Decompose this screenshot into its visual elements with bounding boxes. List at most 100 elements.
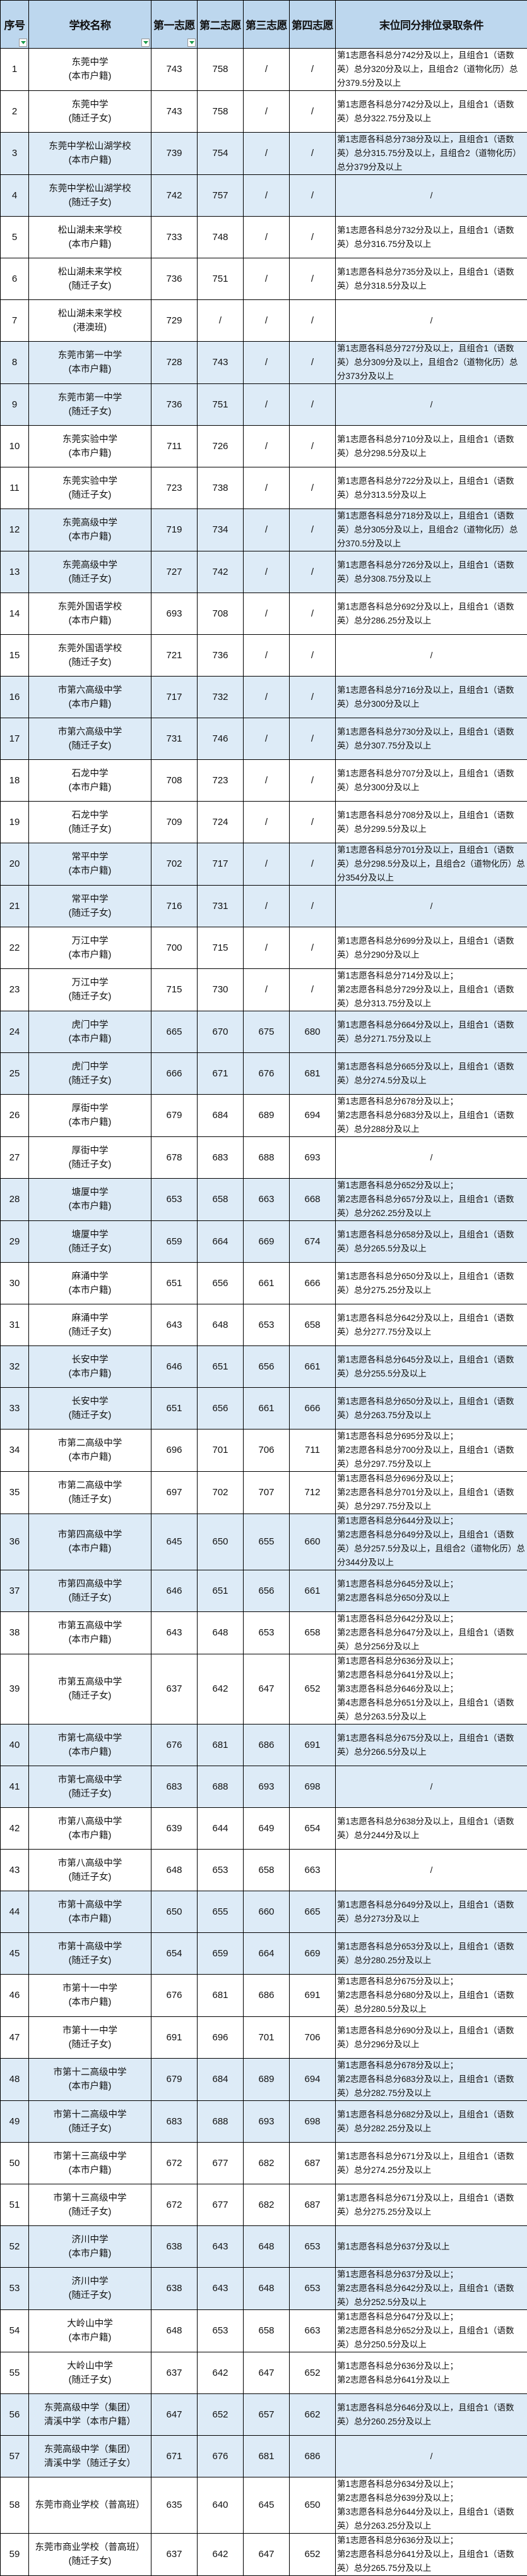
cell-no: 5 — [1, 217, 29, 258]
cell-first-choice: 736 — [151, 258, 198, 300]
cell-third-choice: / — [244, 760, 290, 802]
cell-first-choice: 646 — [151, 1570, 198, 1612]
cell-first-choice: 683 — [151, 1766, 198, 1808]
cell-no: 10 — [1, 426, 29, 467]
cell-tiebreak-condition: 第1志愿各科总分645分及以上，且组合1（语数英）总分255.5分及以上 — [336, 1346, 527, 1388]
cell-first-choice: 638 — [151, 2226, 198, 2268]
filter-dropdown-icon[interactable] — [187, 39, 196, 47]
cell-no: 16 — [1, 677, 29, 718]
cell-second-choice: 748 — [198, 217, 244, 258]
cell-fourth-choice: 654 — [290, 1808, 336, 1850]
cell-tiebreak-condition: 第1志愿各科总分649分及以上，且组合1（语数英）总分273分及以上 — [336, 1891, 527, 1933]
cell-third-choice: / — [244, 258, 290, 300]
cell-tiebreak-condition: 第1志愿各科总分638分及以上，且组合1（语数英）总分244分及以上 — [336, 1808, 527, 1850]
cell-school-name: 市第五高级中学 (随迁子女) — [29, 1654, 151, 1724]
cell-first-choice: 702 — [151, 843, 198, 886]
cell-school-name: 东莞市第一中学 (本市户籍) — [29, 342, 151, 384]
cell-school-name: 市第十一中学 (随迁子女) — [29, 2017, 151, 2059]
cell-first-choice: 643 — [151, 1612, 198, 1654]
cell-third-choice: / — [244, 426, 290, 467]
cell-school-name: 东莞市第一中学 (随迁子女) — [29, 384, 151, 426]
cell-fourth-choice: / — [290, 927, 336, 969]
cell-tiebreak-condition: 第1志愿各科总分653分及以上，且组合1（语数英）总分280.25分及以上 — [336, 1933, 527, 1975]
cell-tiebreak-condition: 第1志愿各科总分714分及以上； 第2志愿各科总分729分及以上，且组合1（语数… — [336, 969, 527, 1011]
cell-no: 2 — [1, 91, 29, 133]
cell-fourth-choice: 668 — [290, 1179, 336, 1221]
cell-second-choice: 696 — [198, 2017, 244, 2059]
cell-no: 41 — [1, 1766, 29, 1808]
cell-first-choice: 721 — [151, 635, 198, 677]
cell-fourth-choice: 661 — [290, 1346, 336, 1388]
cell-second-choice: 658 — [198, 1179, 244, 1221]
cell-first-choice: 676 — [151, 1724, 198, 1766]
cell-second-choice: 688 — [198, 1766, 244, 1808]
cell-no: 24 — [1, 1011, 29, 1053]
cell-first-choice: 637 — [151, 1654, 198, 1724]
cell-no: 18 — [1, 760, 29, 802]
cell-third-choice: / — [244, 91, 290, 133]
cell-first-choice: 648 — [151, 2310, 198, 2352]
cell-third-choice: / — [244, 886, 290, 927]
cell-tiebreak-condition: 第1志愿各科总分710分及以上，且组合1（语数英）总分298.5分及以上 — [336, 426, 527, 467]
cell-tiebreak-condition: 第1志愿各科总分637分及以上 — [336, 2226, 527, 2268]
cell-first-choice: 719 — [151, 509, 198, 551]
cell-school-name: 市第六高级中学 (随迁子女) — [29, 718, 151, 760]
cell-first-choice: 700 — [151, 927, 198, 969]
cell-no: 21 — [1, 886, 29, 927]
cell-second-choice: 702 — [198, 1472, 244, 1514]
cell-third-choice: 649 — [244, 1808, 290, 1850]
cell-fourth-choice: / — [290, 300, 336, 342]
cell-tiebreak-condition: 第1志愿各科总分658分及以上，且组合1（语数英）总分265.5分及以上 — [336, 1221, 527, 1263]
cell-school-name: 长安中学 (本市户籍) — [29, 1346, 151, 1388]
cell-third-choice: / — [244, 342, 290, 384]
cell-school-name: 东莞高级中学 (本市户籍) — [29, 509, 151, 551]
cell-second-choice: 742 — [198, 551, 244, 593]
filter-dropdown-icon[interactable] — [19, 39, 27, 47]
cell-tiebreak-condition: 第1志愿各科总分699分及以上，且组合1（语数英）总分290分及以上 — [336, 927, 527, 969]
cell-third-choice: / — [244, 384, 290, 426]
cell-school-name: 东莞中学 (本市户籍) — [29, 49, 151, 91]
cell-school-name: 厚街中学 (本市户籍) — [29, 1095, 151, 1137]
cell-tiebreak-condition: 第1志愿各科总分742分及以上，且组合1（语数英）总分320分及以上，且组合2（… — [336, 49, 527, 91]
cell-fourth-choice: 681 — [290, 1053, 336, 1095]
cell-no: 3 — [1, 133, 29, 175]
cell-no: 30 — [1, 1263, 29, 1304]
cell-no: 57 — [1, 2436, 29, 2477]
cell-no: 53 — [1, 2268, 29, 2310]
cell-first-choice: 728 — [151, 342, 198, 384]
cell-second-choice: 743 — [198, 342, 244, 384]
cell-tiebreak-condition: 第1志愿各科总分695分及以上； 第2志愿各科总分700分及以上，且组合1（语数… — [336, 1429, 527, 1472]
cell-first-choice: 696 — [151, 1429, 198, 1472]
cell-fourth-choice: 662 — [290, 2394, 336, 2436]
cell-tiebreak-condition: 第1志愿各科总分675分及以上； 第2志愿各科总分680分及以上，且组合1（语数… — [336, 1975, 527, 2017]
cell-school-name: 石龙中学 (本市户籍) — [29, 760, 151, 802]
cell-tiebreak-condition: 第1志愿各科总分634分及以上； 第2志愿各科总分639分及以上； 第3志愿各科… — [336, 2477, 527, 2534]
cell-no: 47 — [1, 2017, 29, 2059]
cell-second-choice: 648 — [198, 1304, 244, 1346]
cell-fourth-choice: / — [290, 718, 336, 760]
cell-fourth-choice: / — [290, 342, 336, 384]
cell-third-choice: / — [244, 677, 290, 718]
cell-third-choice: / — [244, 300, 290, 342]
cell-third-choice: / — [244, 927, 290, 969]
cell-fourth-choice: 666 — [290, 1388, 336, 1429]
cell-third-choice: 686 — [244, 1724, 290, 1766]
cell-fourth-choice: 694 — [290, 1095, 336, 1137]
cell-third-choice: / — [244, 843, 290, 886]
cell-third-choice: / — [244, 969, 290, 1011]
cell-second-choice: 726 — [198, 426, 244, 467]
cell-no: 20 — [1, 843, 29, 886]
cell-fourth-choice: 666 — [290, 1263, 336, 1304]
filter-dropdown-icon[interactable] — [141, 39, 150, 47]
header-school: 学校名称 — [29, 1, 151, 49]
